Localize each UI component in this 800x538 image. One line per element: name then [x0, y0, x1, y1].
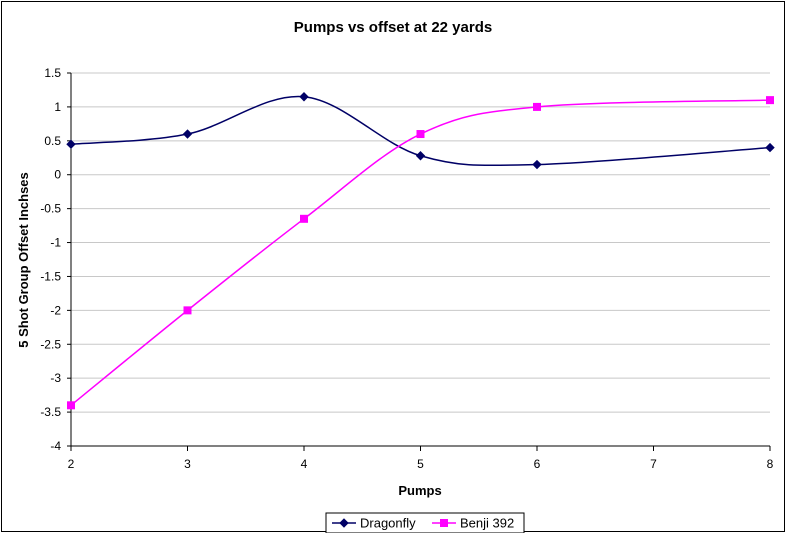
- chart-title: Pumps vs offset at 22 yards: [294, 19, 492, 36]
- y-tick-label: -3.5: [40, 405, 61, 419]
- y-axis-ticks: 1.5 1 0.5 0 -0.5 -1 -1.5 -2 -2.5 -3 -3.5 -4: [40, 66, 71, 453]
- data-point: [532, 159, 542, 170]
- y-tick-label: -1: [50, 236, 61, 250]
- y-tick-label: 0.5: [44, 134, 61, 148]
- data-point: [300, 214, 308, 223]
- legend-label: Dragonfly: [360, 516, 416, 531]
- x-tick-label: 6: [534, 457, 541, 471]
- y-tick-label: 1: [54, 100, 61, 114]
- data-point: [183, 306, 192, 315]
- data-point: [66, 139, 76, 149]
- gridlines: [71, 72, 770, 447]
- x-axis-ticks: 2 3 4 5 6 7 8: [68, 446, 774, 471]
- data-point: [299, 92, 309, 102]
- y-tick-label: -4: [50, 439, 61, 453]
- x-tick-label: 3: [184, 457, 191, 471]
- legend-swatch-marker: [339, 518, 349, 528]
- y-tick-label: 1.5: [44, 66, 61, 80]
- y-tick-label: -2: [50, 303, 61, 317]
- line-chart: Pumps vs offset at 22 yards 1.5 1 0.5 0 -0.5…: [16, 19, 775, 534]
- data-point: [182, 129, 193, 139]
- x-tick-label: 4: [301, 457, 308, 471]
- data-point: [67, 401, 75, 410]
- axes: [70, 73, 770, 447]
- x-tick-label: 8: [767, 457, 774, 471]
- y-axis-label: 5 Shot Group Offset Inchses: [16, 172, 31, 348]
- series-1: [66, 92, 775, 170]
- x-axis-label: Pumps: [398, 483, 441, 498]
- data-point: [415, 151, 426, 161]
- series-line: [70, 99, 771, 406]
- chart-frame: Pumps vs offset at 22 yards 1.5 1 0.5 0 -0.5…: [1, 1, 785, 534]
- data-point: [765, 142, 775, 153]
- y-tick-label: -0.5: [40, 202, 61, 216]
- data-point: [416, 130, 425, 139]
- y-tick-label: -3: [50, 371, 61, 385]
- legend-swatch-marker: [440, 519, 448, 527]
- series-group: [66, 92, 775, 410]
- data-point: [533, 102, 541, 111]
- legend: Dragonfly Benji 392: [325, 512, 525, 534]
- legend-label: Benji 392: [460, 516, 514, 531]
- x-tick-label: 5: [417, 457, 424, 471]
- y-tick-label: -1.5: [40, 269, 61, 283]
- data-point: [766, 96, 774, 105]
- y-tick-label: -2.5: [40, 337, 61, 351]
- y-tick-label: 0: [54, 168, 61, 182]
- series-2: [67, 96, 774, 410]
- x-tick-label: 7: [650, 457, 657, 471]
- x-tick-label: 2: [68, 457, 75, 471]
